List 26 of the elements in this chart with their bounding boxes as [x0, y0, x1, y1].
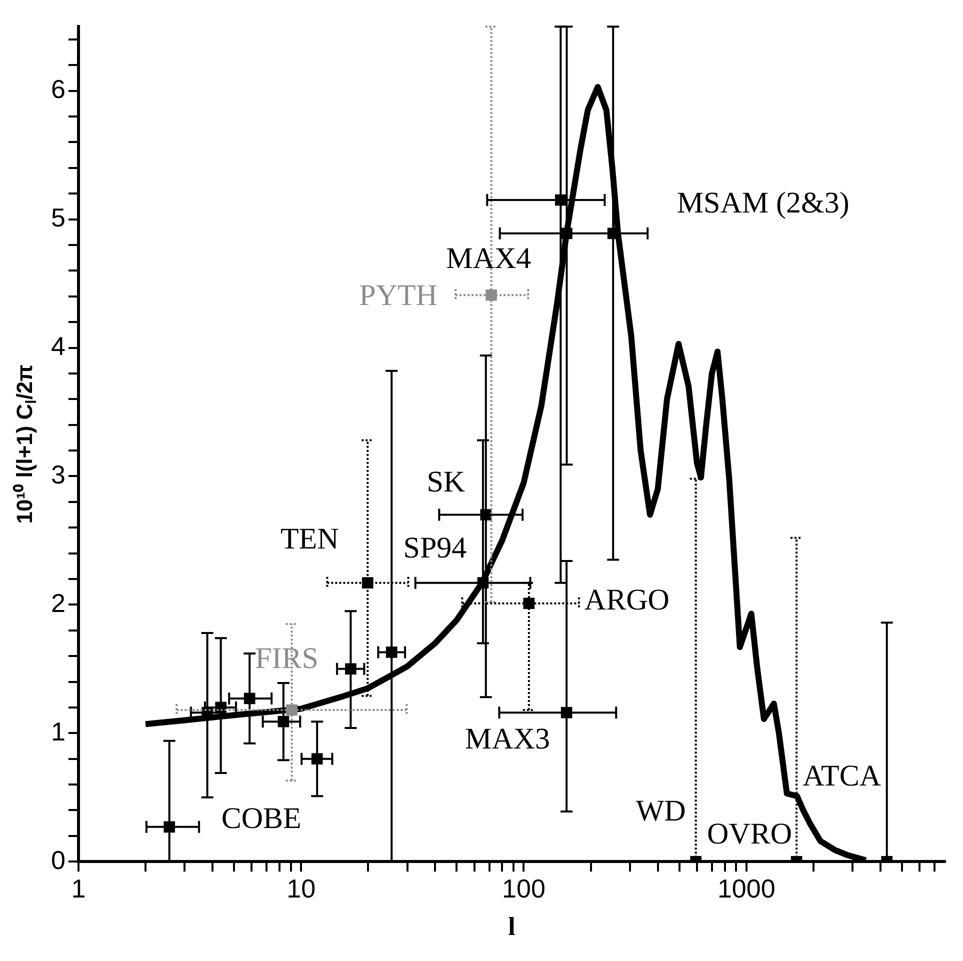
- x-tick-label: 100: [502, 873, 546, 904]
- text: ATCA: [802, 759, 882, 792]
- y-tick-label: 3: [50, 459, 66, 490]
- series-label: MSAM (2&3): [676, 186, 850, 220]
- series-label: SK: [426, 466, 466, 499]
- x-tick-label: 10: [286, 873, 316, 904]
- series-label: OVRO: [707, 817, 792, 850]
- series-label: FIRS: [255, 642, 318, 675]
- y-tick-label: 0: [50, 844, 66, 875]
- series-label: WD: [636, 794, 686, 828]
- y-tick-label: 1: [50, 716, 66, 746]
- series-label: MAX3: [465, 722, 550, 756]
- y-tick-label: 4: [50, 330, 66, 361]
- x-tick-label: 1: [71, 873, 86, 904]
- x-tick-label: 1000: [717, 873, 776, 904]
- series-label: TEN: [280, 522, 339, 556]
- series-label: PYTH: [359, 278, 438, 312]
- y-tick-label: 6: [50, 74, 66, 104]
- y-tick-label: 2: [50, 588, 66, 618]
- x-axis-title: l: [508, 912, 516, 942]
- y-axis-title: 10¹⁰ l(l+1) Cl/2π: [12, 364, 40, 524]
- series-label: SP94: [403, 532, 467, 565]
- series-label: ARGO: [584, 583, 670, 616]
- series-label: COBE: [221, 802, 302, 835]
- y-tick-label: 5: [50, 202, 66, 232]
- series-label: MAX4: [446, 242, 532, 275]
